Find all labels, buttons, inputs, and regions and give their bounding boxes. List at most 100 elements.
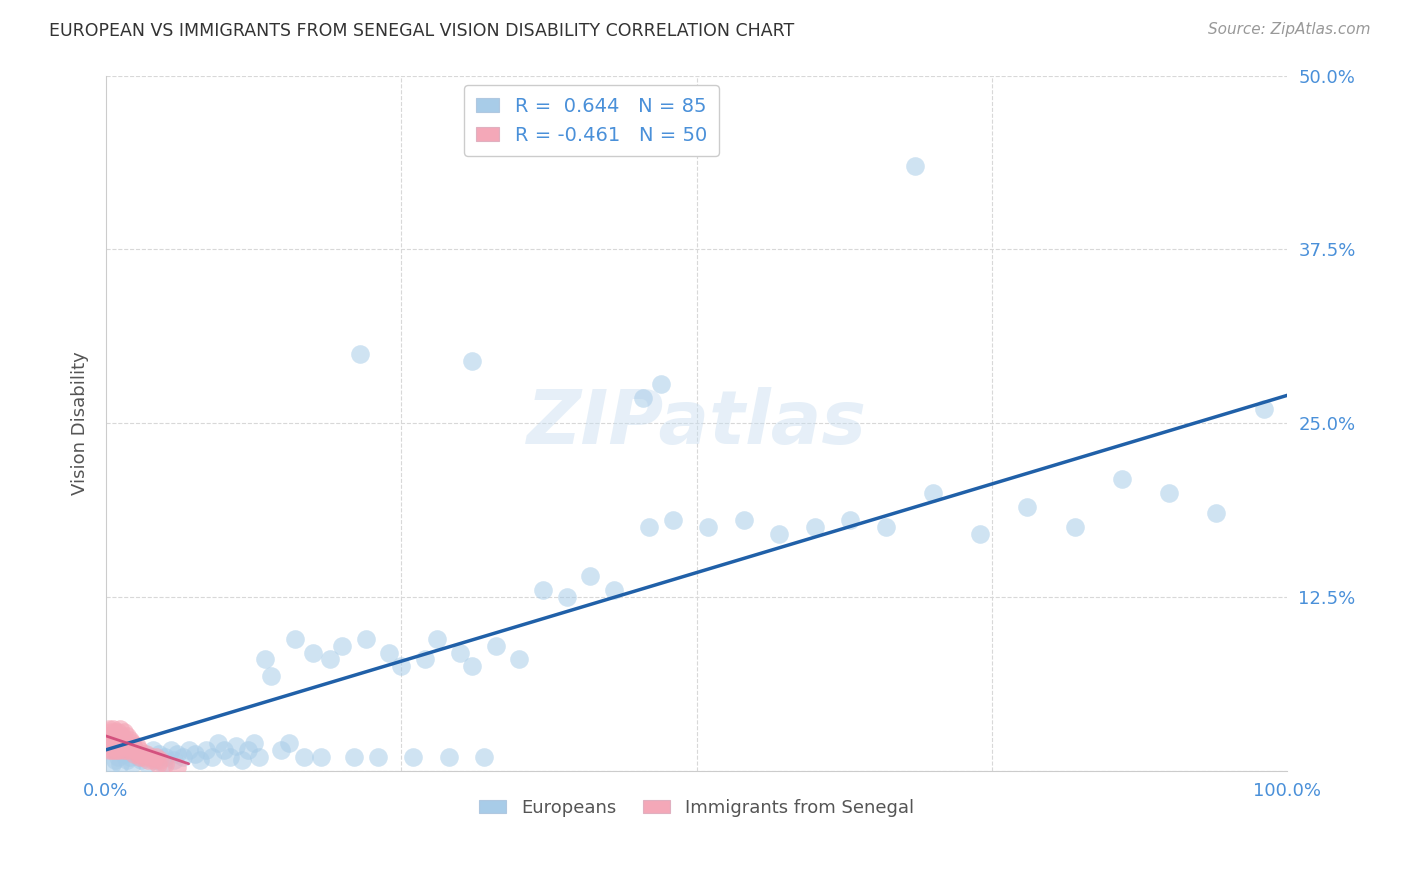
Point (121, 756, 143, 771)
Point (139, 749, 162, 764)
Point (145, 753, 167, 767)
Point (1159, 485, 1181, 500)
Point (236, 743, 259, 757)
Point (98, 743, 121, 757)
Point (212, 743, 235, 757)
Point (219, 749, 242, 764)
Point (207, 736, 229, 750)
Point (127, 747, 149, 761)
Point (131, 753, 153, 767)
Point (969, 527, 991, 541)
Point (101, 743, 124, 757)
Point (270, 743, 292, 757)
Point (107, 724, 129, 739)
Point (104, 753, 127, 767)
Point (117, 739, 139, 753)
Point (768, 527, 790, 541)
Point (402, 749, 425, 764)
Point (101, 729, 124, 743)
Point (378, 646, 401, 660)
Point (195, 743, 218, 757)
Point (1253, 402, 1275, 417)
Point (145, 749, 167, 764)
Point (555, 590, 578, 604)
Point (875, 520, 897, 534)
Point (124, 743, 146, 757)
Point (124, 743, 146, 757)
Point (128, 743, 150, 757)
Point (166, 759, 188, 773)
Point (225, 739, 247, 753)
Point (97, 729, 120, 743)
Point (107, 739, 129, 753)
Point (183, 747, 205, 761)
Point (922, 485, 945, 500)
Point (110, 739, 132, 753)
Point (115, 753, 138, 767)
Point (132, 747, 155, 761)
Point (148, 747, 170, 761)
Point (111, 729, 134, 743)
Point (260, 669, 283, 683)
Point (125, 739, 148, 753)
Point (160, 743, 183, 757)
Point (146, 756, 169, 771)
Point (804, 520, 827, 534)
Text: EUROPEAN VS IMMIGRANTS FROM SENEGAL VISION DISABILITY CORRELATION CHART: EUROPEAN VS IMMIGRANTS FROM SENEGAL VISI… (49, 22, 794, 40)
Point (122, 739, 145, 753)
Point (104, 739, 127, 753)
Point (114, 736, 136, 750)
Point (153, 756, 176, 771)
Point (330, 639, 353, 653)
Point (166, 747, 188, 761)
Point (115, 729, 138, 743)
Point (638, 520, 661, 534)
Point (142, 743, 165, 757)
Point (367, 749, 389, 764)
Point (103, 729, 125, 743)
Point (172, 749, 194, 764)
Text: ZIPatlas: ZIPatlas (527, 386, 866, 459)
Point (149, 753, 172, 767)
Point (131, 747, 153, 761)
Point (343, 749, 366, 764)
Point (112, 747, 135, 761)
Point (449, 646, 471, 660)
Point (135, 747, 157, 761)
Point (1017, 500, 1039, 514)
Point (389, 659, 412, 673)
Point (96, 736, 118, 750)
Point (426, 632, 449, 646)
Point (153, 749, 176, 764)
Point (249, 749, 271, 764)
Point (163, 753, 186, 767)
Point (292, 749, 315, 764)
Point (733, 513, 755, 527)
Point (129, 749, 152, 764)
Point (201, 749, 224, 764)
Point (284, 632, 307, 646)
Point (120, 743, 142, 757)
Point (115, 743, 138, 757)
Point (107, 749, 129, 764)
Point (101, 756, 124, 771)
Point (118, 749, 141, 764)
Point (138, 753, 160, 767)
Point (103, 743, 125, 757)
Point (485, 639, 508, 653)
Point (301, 646, 323, 660)
Point (152, 756, 174, 771)
Point (437, 749, 460, 764)
Point (121, 736, 143, 750)
Point (278, 736, 301, 750)
Point (112, 724, 135, 739)
Point (104, 724, 127, 739)
Point (472, 749, 495, 764)
Point (108, 733, 131, 747)
Point (101, 736, 124, 750)
Text: Source: ZipAtlas.com: Source: ZipAtlas.com (1208, 22, 1371, 37)
Point (349, 346, 371, 360)
Point (461, 659, 484, 673)
Point (319, 652, 342, 666)
Point (904, 159, 927, 173)
